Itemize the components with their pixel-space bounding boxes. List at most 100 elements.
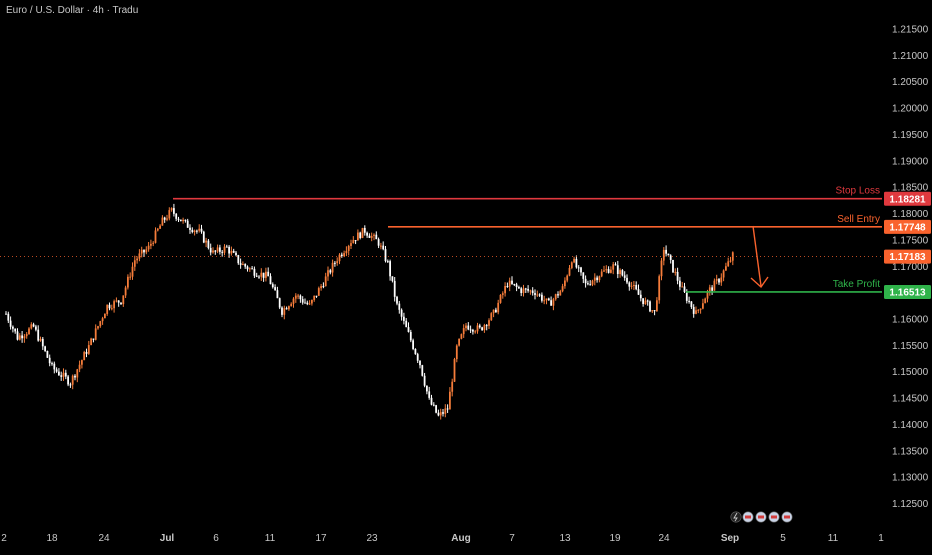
candle-body [547, 298, 550, 301]
candle-body [269, 276, 272, 285]
candle-body [191, 229, 194, 233]
candle-body [423, 375, 426, 386]
candle-body [46, 350, 49, 358]
time-tick-label: 19 [609, 533, 621, 544]
candle-body [430, 397, 433, 405]
candle-body [64, 372, 67, 377]
candle-body [545, 298, 548, 301]
candle-body [143, 249, 145, 253]
candle-body [513, 283, 516, 285]
badge-current-price-box [884, 249, 931, 264]
candle-body [676, 271, 679, 281]
candle-body [478, 325, 481, 328]
badge-take_profit-box [884, 284, 931, 299]
badge-sell_entry: 1.17748 [889, 222, 926, 233]
candle-body [221, 251, 224, 253]
candle-body [584, 278, 587, 284]
candle-body [122, 295, 125, 305]
candle-body [497, 302, 500, 313]
candle-body [168, 210, 171, 219]
price-tick-label: 1.20000 [892, 104, 929, 115]
candle-body [230, 250, 233, 254]
candle-body [340, 254, 343, 257]
candle-body [483, 325, 486, 331]
price-tick-label: 1.17500 [892, 235, 929, 246]
candle-body [25, 334, 28, 337]
candle-body [124, 287, 127, 296]
candle-body [58, 371, 60, 376]
candle-body [317, 288, 320, 296]
candle-body [382, 245, 385, 250]
candle-body [662, 249, 665, 261]
candle-body [150, 243, 152, 246]
time-tick-label: 6 [213, 533, 219, 544]
candle-body [715, 279, 718, 281]
candle-body [163, 217, 166, 220]
candle-body [127, 276, 129, 288]
candle-body [492, 309, 495, 314]
candle-body [577, 267, 580, 269]
candle-body [472, 329, 474, 332]
candle-body [518, 287, 520, 289]
candle-body [573, 258, 575, 263]
candle-body [173, 208, 175, 214]
candle-body [706, 291, 709, 299]
candle-body [62, 372, 65, 377]
candle-body [76, 369, 79, 378]
time-tick-label: 13 [559, 533, 571, 544]
candle-body [501, 293, 504, 295]
candle-body [690, 301, 693, 307]
candle-body [145, 249, 148, 253]
candle-body [101, 318, 104, 322]
candle-body [451, 381, 454, 392]
candle-body [23, 336, 26, 339]
candle-body [557, 294, 559, 296]
candle-body [692, 306, 695, 314]
candle-body [175, 213, 178, 219]
candle-body [159, 225, 161, 229]
candle-body [9, 320, 12, 327]
candle-body [442, 412, 444, 414]
candle-body [262, 272, 265, 278]
candle-body [363, 227, 366, 233]
candle-body [274, 287, 276, 291]
candle-body [587, 283, 589, 285]
candle-body [18, 335, 21, 340]
candle-body [104, 313, 106, 319]
candle-body [336, 261, 339, 264]
candle-body [695, 310, 697, 314]
candle-body [704, 298, 707, 304]
time-tick-label: 24 [658, 533, 670, 544]
candle-body [140, 249, 143, 254]
candle-body [281, 307, 283, 315]
candle-body [244, 263, 247, 267]
candle-body [294, 295, 297, 299]
candle-body [568, 267, 571, 276]
candle-body [375, 234, 378, 240]
candle-body [255, 275, 258, 277]
price-tick-label: 1.12500 [892, 499, 929, 510]
candle-body [152, 242, 155, 244]
price-tick-label: 1.14500 [892, 394, 929, 405]
candle-body [85, 352, 88, 354]
candle-body [651, 310, 654, 312]
candle-body [607, 269, 610, 273]
price-tick-label: 1.21500 [892, 25, 929, 36]
candle-body [727, 261, 730, 267]
candle-body [267, 271, 270, 277]
badge-stop_loss-box [884, 191, 931, 206]
candle-body [511, 280, 513, 284]
candle-body [400, 309, 403, 317]
candle-body [28, 328, 30, 335]
candle-body [292, 298, 295, 304]
candle-body [223, 246, 226, 253]
candle-body [219, 247, 221, 252]
candle-body [207, 240, 210, 248]
candle-body [327, 270, 329, 277]
candle-body [614, 264, 617, 266]
candle-body [679, 280, 681, 287]
time-tick-label: Jul [160, 533, 175, 544]
candle-body [170, 208, 173, 211]
